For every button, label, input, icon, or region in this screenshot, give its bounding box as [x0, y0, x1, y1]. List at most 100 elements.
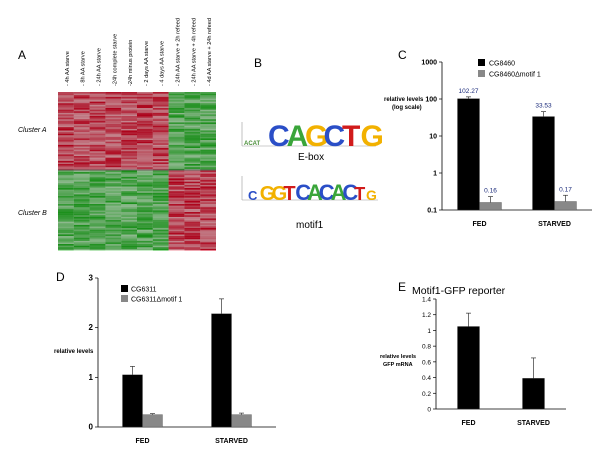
heatmap-cell: [58, 160, 74, 163]
heatmap-cell: [168, 93, 185, 96]
heatmap-cell: [105, 220, 122, 222]
heatmap-cell: [73, 159, 90, 161]
heatmap-cell: [58, 98, 74, 101]
legend-swatch: [478, 59, 485, 66]
heatmap-cell: [58, 188, 74, 190]
heatmap-cell: [152, 202, 169, 205]
heatmap-cell: [73, 232, 90, 235]
heatmap-cell: [105, 234, 122, 237]
heatmap-cell: [73, 200, 90, 203]
heatmap-cell: [152, 146, 169, 149]
heatmap-cell: [152, 242, 169, 245]
heatmap-cell: [121, 231, 137, 233]
heatmap-cell: [73, 188, 90, 190]
heatmap-cell: [152, 247, 169, 249]
heatmap-cell: [200, 188, 216, 190]
heatmap-cell: [105, 247, 122, 249]
heatmap-cell: [121, 119, 137, 121]
heatmap-cell: [184, 106, 201, 109]
heatmap-cell: [89, 96, 106, 99]
heatmap-cell: [73, 204, 90, 206]
heatmap-cell: [168, 180, 185, 182]
heatmap-cell: [89, 184, 106, 187]
heatmap: [58, 92, 216, 251]
heatmap-cell: [137, 164, 153, 166]
heatmap-cell: [58, 204, 74, 206]
heatmap-cell: [152, 170, 169, 173]
heatmap-cell: [58, 186, 74, 189]
heatmap-cell: [73, 210, 90, 213]
heatmap-cell: [152, 183, 169, 185]
heatmap-cell: [89, 116, 106, 118]
heatmap-cell: [152, 120, 169, 123]
heatmap-cell: [152, 240, 169, 243]
heatmap-cell: [200, 173, 216, 176]
heatmap-cell: [200, 208, 216, 211]
heatmap-cell: [89, 247, 106, 249]
heatmap-cell: [121, 239, 137, 241]
heatmap-cell: [168, 237, 185, 240]
heatmap-cell: [89, 111, 106, 113]
heatmap-cell: [89, 92, 106, 94]
heatmap-column-label: - 4d AA starve + 24h refeed: [207, 18, 213, 86]
heatmap-cell: [152, 103, 169, 105]
heatmap-cell: [184, 164, 201, 166]
heatmap-cell: [89, 159, 106, 161]
heatmap-cell: [58, 159, 74, 161]
heatmap-cell: [137, 234, 153, 237]
heatmap-cell: [121, 164, 137, 166]
heatmap-cell: [152, 108, 169, 110]
y-tick-label: 10: [429, 134, 437, 141]
heatmap-cell: [58, 176, 74, 179]
heatmap-cell: [184, 234, 201, 237]
heatmap-cell: [121, 220, 137, 222]
heatmap-cell: [168, 125, 185, 128]
heatmap-cell: [152, 197, 169, 200]
heatmap-cell: [168, 114, 185, 117]
heatmap-cell: [58, 148, 74, 150]
heatmap-cell: [152, 106, 169, 109]
heatmap-cell: [184, 157, 201, 160]
heatmap-cell: [184, 205, 201, 208]
logo-letter-G: G: [260, 183, 276, 205]
heatmap-cell: [168, 132, 185, 134]
panel-e-ylabel-1: relative levels: [380, 354, 416, 360]
heatmap-cell: [184, 109, 201, 112]
heatmap-cell: [105, 162, 122, 165]
heatmap-cell: [58, 104, 74, 107]
heatmap-cell: [137, 96, 153, 99]
heatmap-cell: [58, 151, 74, 153]
heatmap-cell: [168, 156, 185, 158]
heatmap-cell: [152, 237, 169, 240]
heatmap-cell: [121, 135, 137, 137]
heatmap-cell: [73, 156, 90, 158]
y-tick-label: 1.4: [422, 297, 431, 304]
heatmap-cell: [105, 122, 122, 125]
heatmap-cell: [89, 128, 106, 131]
heatmap-cell: [58, 120, 74, 123]
heatmap-cell: [121, 154, 137, 157]
heatmap-cell: [105, 192, 122, 195]
heatmap-cell: [168, 149, 185, 152]
heatmap-cell: [73, 247, 90, 249]
heatmap-cell: [105, 127, 122, 129]
heatmap-cell: [121, 224, 137, 227]
heatmap-cell: [89, 160, 106, 163]
heatmap-cell: [89, 245, 106, 248]
heatmap-cell: [168, 231, 185, 233]
heatmap-cell: [105, 172, 122, 174]
heatmap-cell: [89, 95, 106, 97]
heatmap-cell: [89, 154, 106, 157]
heatmap-cell: [89, 173, 106, 176]
heatmap-cell: [152, 167, 169, 169]
heatmap-cell: [152, 151, 169, 153]
heatmap-cell: [152, 111, 169, 113]
heatmap-cell: [137, 208, 153, 211]
heatmap-cell: [73, 180, 90, 182]
heatmap-cell: [105, 154, 122, 157]
heatmap-cell: [152, 216, 169, 219]
panel-e-letter: E: [398, 280, 407, 294]
heatmap-cell: [73, 207, 90, 209]
heatmap-cell: [89, 141, 106, 144]
